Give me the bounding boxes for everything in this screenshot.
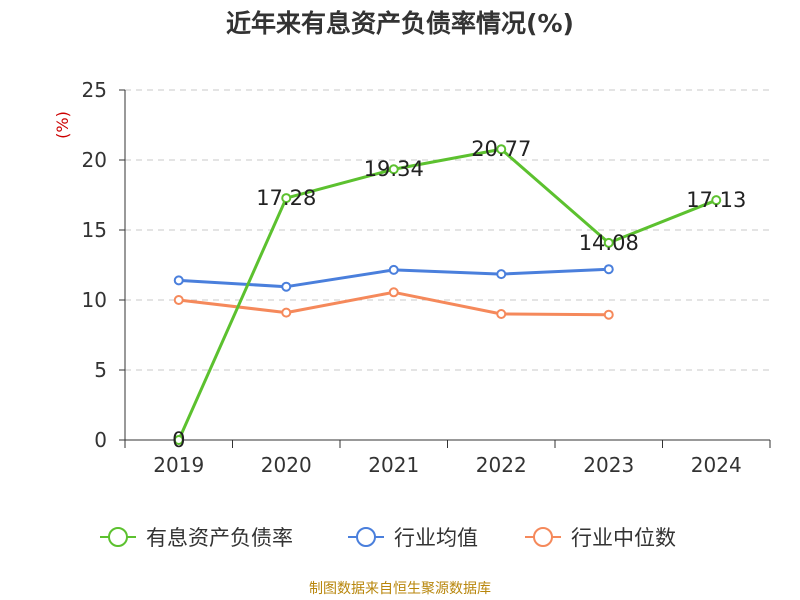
data-point	[388, 164, 399, 175]
legend-label: 有息资产负债率	[146, 526, 293, 550]
legend-label: 行业中位数	[571, 526, 676, 550]
y-tick-label: 15	[82, 218, 107, 242]
data-label: 14.08	[579, 231, 639, 255]
x-tick-label: 2024	[691, 453, 742, 477]
data-point	[281, 281, 292, 292]
y-tick-label: 10	[82, 288, 107, 312]
data-point	[496, 269, 507, 280]
series-line	[177, 147, 718, 442]
legend-item[interactable]: 行业均值	[348, 526, 478, 550]
x-tick-label: 2022	[476, 453, 527, 477]
x-tick-label: 2021	[368, 453, 419, 477]
data-point	[496, 309, 507, 319]
data-point	[388, 287, 399, 298]
legend-item[interactable]: 行业中位数	[525, 526, 676, 550]
data-point	[173, 295, 184, 305]
source-note: 制图数据来自恒生聚源数据库	[309, 581, 491, 597]
legend-marker	[533, 527, 553, 547]
data-point	[603, 309, 614, 320]
series-lines	[173, 144, 722, 445]
x-tick-label: 2020	[261, 453, 312, 477]
grid-lines	[125, 89, 770, 371]
x-tick-label: 2019	[153, 453, 204, 477]
data-point	[711, 195, 722, 206]
y-tick-label: 20	[82, 148, 107, 172]
y-tick-label: 25	[82, 78, 107, 102]
chart-title: 近年来有息资产负债率情况(%)	[226, 9, 574, 38]
data-point	[496, 144, 507, 155]
data-point	[173, 275, 184, 286]
data-point	[173, 435, 184, 445]
data-point	[603, 264, 614, 275]
legend-marker	[108, 527, 128, 547]
data-point	[281, 307, 292, 318]
legend[interactable]: 有息资产负债率 行业均值 行业中位数	[100, 526, 676, 550]
data-label: 0	[172, 428, 185, 452]
data-point	[281, 193, 292, 204]
data-label: 17.28	[256, 186, 316, 210]
legend-item[interactable]: 有息资产负债率	[100, 526, 293, 550]
legend-marker	[356, 527, 376, 547]
y-axis-label: (%)	[53, 111, 72, 139]
data-labels: 0 17.28 19.34 20.77 14.08 17.13	[172, 137, 746, 452]
data-point	[388, 264, 399, 275]
x-tick-label: 2023	[583, 453, 634, 477]
data-label: 17.13	[686, 188, 746, 212]
y-tick-label: 0	[94, 428, 107, 452]
y-tick-label: 5	[94, 358, 107, 382]
data-label: 20.77	[471, 137, 531, 161]
legend-label: 行业均值	[394, 526, 478, 550]
data-label: 19.34	[364, 157, 424, 181]
axes: 0 5 10 15 20 25 (%) 2019 2020 2021 2022 2023 2024	[53, 78, 771, 477]
data-point	[603, 237, 614, 248]
